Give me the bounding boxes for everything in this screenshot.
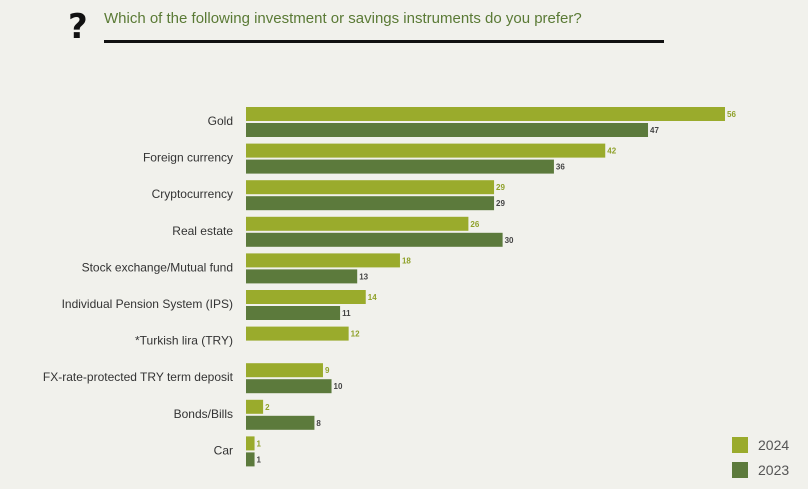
value-label-2023-stock-exchange-mutual-fund: 13 — [359, 272, 368, 281]
bar-2023-individual-pension-system-ips — [246, 306, 341, 320]
value-label-2023-gold: 47 — [650, 126, 659, 135]
title-underline — [104, 40, 664, 43]
legend-item-2023: 2023 — [732, 462, 789, 478]
value-label-2023-individual-pension-system-ips: 11 — [342, 309, 351, 318]
value-label-2024-car: 1 — [257, 439, 262, 448]
legend-label-2023: 2023 — [758, 462, 790, 478]
bar-2023-gold — [246, 123, 649, 137]
category-label-turkish-lira-try: *Turkish lira (TRY) — [135, 334, 233, 348]
bar-2023-fx-rate-protected-try-term-deposit — [246, 379, 332, 394]
value-label-2024-stock-exchange-mutual-fund: 18 — [402, 256, 411, 265]
value-label-2024-foreign-currency: 42 — [607, 147, 616, 156]
category-label-gold: Gold — [208, 114, 233, 128]
bar-2024-stock-exchange-mutual-fund — [246, 253, 400, 268]
bar-2024-individual-pension-system-ips — [246, 290, 366, 304]
value-label-2024-gold: 56 — [727, 110, 736, 119]
value-label-2024-real-estate: 26 — [470, 220, 479, 229]
value-label-2023-car: 1 — [257, 455, 262, 464]
chart-title: Which of the following investment or sav… — [104, 10, 582, 27]
bar-2023-bonds-bills — [246, 415, 315, 430]
bar-2024-real-estate — [246, 216, 469, 231]
value-label-2023-real-estate: 30 — [505, 236, 514, 245]
bar-2024-fx-rate-protected-try-term-deposit — [246, 363, 323, 378]
legend-swatch-2024 — [732, 437, 748, 453]
value-label-2023-cryptocurrency: 29 — [496, 199, 505, 208]
bar-2024-gold — [246, 107, 725, 121]
value-label-2023-bonds-bills: 8 — [316, 419, 321, 428]
category-label-stock-exchange-mutual-fund: Stock exchange/Mutual fund — [82, 260, 233, 274]
legend-swatch-2023 — [732, 462, 748, 478]
bar-2023-foreign-currency — [246, 159, 554, 174]
bar-2024-turkish-lira-try — [246, 326, 349, 341]
category-label-car: Car — [214, 443, 233, 457]
bar-2023-cryptocurrency — [246, 196, 495, 211]
question-mark-icon: ? — [68, 7, 88, 47]
value-label-2024-individual-pension-system-ips: 14 — [368, 293, 377, 302]
value-label-2024-turkish-lira-try: 12 — [351, 330, 360, 339]
category-label-bonds-bills: Bonds/Bills — [174, 407, 233, 421]
bar-2024-foreign-currency — [246, 143, 606, 158]
category-label-cryptocurrency: Cryptocurrency — [152, 187, 233, 201]
category-label-individual-pension-system-ips: Individual Pension System (IPS) — [62, 297, 233, 311]
value-label-2024-fx-rate-protected-try-term-deposit: 9 — [325, 366, 330, 375]
value-label-2023-foreign-currency: 36 — [556, 163, 565, 172]
bar-2023-stock-exchange-mutual-fund — [246, 269, 358, 284]
bar-2024-cryptocurrency — [246, 180, 495, 195]
legend-item-2024: 2024 — [732, 437, 789, 453]
bar-2023-real-estate — [246, 232, 503, 247]
value-label-2023-fx-rate-protected-try-term-deposit: 10 — [334, 382, 343, 391]
legend-label-2024: 2024 — [758, 437, 790, 453]
category-label-real-estate: Real estate — [172, 224, 233, 238]
value-label-2024-cryptocurrency: 29 — [496, 183, 505, 192]
bar-2023-car — [246, 452, 255, 467]
value-label-2024-bonds-bills: 2 — [265, 403, 270, 412]
category-label-foreign-currency: Foreign currency — [143, 151, 233, 165]
legend: 2024 2023 — [732, 437, 789, 487]
category-label-fx-rate-protected-try-term-deposit: FX-rate-protected TRY term deposit — [43, 370, 234, 384]
bar-2024-bonds-bills — [246, 399, 264, 414]
bar-2024-car — [246, 436, 255, 451]
